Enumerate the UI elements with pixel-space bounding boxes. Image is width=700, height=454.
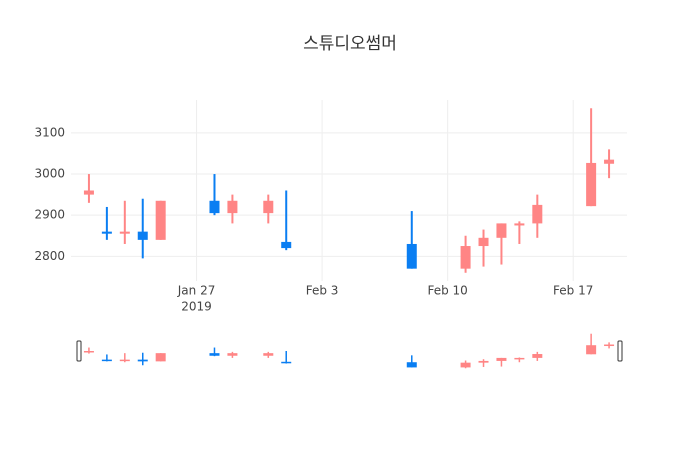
candle-body	[101, 231, 112, 234]
x-year-label: 2019	[181, 300, 212, 314]
x-tick-label: Feb 10	[427, 284, 467, 298]
y-tick-label: 3100	[34, 125, 65, 139]
chart-title: 스튜디오썸머	[303, 34, 397, 54]
candle-body	[137, 359, 148, 362]
candle-body	[227, 353, 238, 356]
x-tick-label: Jan 27	[177, 284, 216, 298]
candle-body	[209, 200, 220, 214]
candle-body	[406, 362, 417, 368]
candle-body	[496, 223, 507, 238]
candle-body	[119, 231, 130, 234]
candle-body	[83, 190, 94, 195]
range-handle	[76, 340, 82, 362]
candle-body	[281, 361, 292, 364]
x-tick-label: Feb 3	[306, 284, 339, 298]
y-tick-label: 2900	[34, 208, 65, 222]
candle-body	[604, 159, 615, 164]
y-tick-label: 3000	[34, 167, 65, 181]
candle-body	[478, 237, 489, 247]
x-tick-label: Feb 17	[553, 284, 593, 298]
candle-body	[155, 200, 166, 240]
candle-body	[514, 357, 525, 360]
candle-body	[137, 231, 148, 240]
candle-body	[83, 351, 94, 353]
candle-body	[281, 241, 292, 249]
candle-body	[209, 353, 220, 356]
candle-body	[586, 345, 597, 355]
candle-body	[460, 362, 471, 368]
candle-body	[227, 200, 238, 214]
candle-body	[514, 223, 525, 226]
y-tick-label: 2800	[34, 249, 65, 263]
range-handle	[617, 340, 623, 362]
candle-body	[496, 357, 507, 361]
candle-body	[263, 200, 274, 214]
candle-body	[263, 353, 274, 356]
candle-body	[532, 204, 543, 224]
candle-body	[406, 243, 417, 269]
candle-body	[155, 353, 166, 362]
candle-body	[119, 359, 130, 362]
candle-body	[604, 344, 615, 347]
candle-body	[460, 246, 471, 269]
candle-body	[532, 354, 543, 358]
candle-body	[586, 162, 597, 207]
candle-body	[478, 360, 489, 363]
candle-body	[101, 359, 112, 362]
